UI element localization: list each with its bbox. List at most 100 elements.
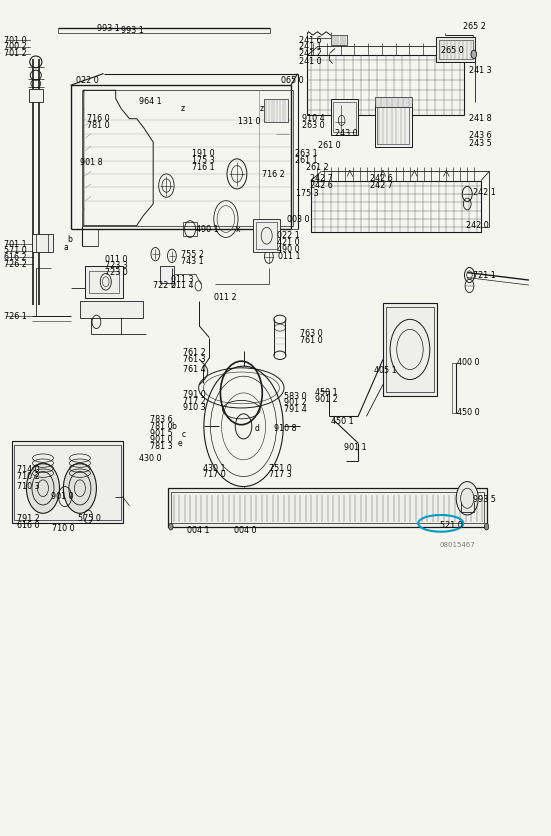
Circle shape: [471, 50, 477, 59]
Text: 243 0: 243 0: [335, 130, 358, 138]
Text: 710 2: 710 2: [17, 472, 39, 481]
Circle shape: [456, 482, 478, 515]
Text: 993 1: 993 1: [98, 24, 120, 33]
Text: 011 4: 011 4: [171, 282, 193, 290]
Text: 400 0: 400 0: [457, 359, 480, 367]
Text: 241 1: 241 1: [299, 43, 321, 51]
Text: 003 0: 003 0: [287, 215, 309, 223]
Text: 263 1: 263 1: [295, 150, 317, 158]
Circle shape: [169, 523, 173, 530]
Bar: [311, 181, 481, 232]
Text: 743 1: 743 1: [181, 257, 203, 266]
Text: 243 5: 243 5: [469, 140, 492, 148]
Bar: [253, 219, 280, 252]
Text: 242 1: 242 1: [473, 188, 495, 196]
Text: d: d: [255, 425, 260, 433]
Text: 521 0: 521 0: [440, 521, 462, 529]
Text: 261 1: 261 1: [295, 156, 317, 165]
Text: 022 1: 022 1: [277, 232, 299, 240]
Text: 011 1: 011 1: [278, 252, 301, 261]
Text: 791 4: 791 4: [284, 405, 306, 414]
Text: 022 0: 022 0: [76, 76, 99, 84]
Text: 993 1: 993 1: [121, 27, 144, 35]
Text: 721 1: 721 1: [473, 272, 495, 280]
Bar: [333, 102, 356, 132]
Text: 004 0: 004 0: [234, 527, 257, 535]
Text: 755 2: 755 2: [181, 251, 204, 259]
Text: 791 2: 791 2: [17, 514, 40, 522]
Text: b: b: [67, 235, 72, 243]
Bar: [89, 271, 119, 293]
Text: 241 6: 241 6: [299, 36, 321, 44]
Text: 901 2: 901 2: [315, 395, 338, 404]
Circle shape: [484, 523, 489, 530]
Text: 723 3: 723 3: [105, 262, 127, 270]
Text: 901 1: 901 1: [344, 443, 367, 451]
Text: 175 3: 175 3: [192, 156, 214, 165]
Text: 710 0: 710 0: [52, 524, 75, 533]
Bar: [439, 40, 473, 59]
Text: 717 3: 717 3: [269, 471, 291, 479]
Bar: [12, 441, 123, 523]
Text: 265 0: 265 0: [441, 46, 463, 54]
Text: a: a: [63, 243, 68, 252]
Text: 700 2: 700 2: [4, 43, 27, 51]
Bar: [264, 99, 288, 122]
Text: 717 0: 717 0: [203, 471, 225, 479]
Text: 241 8: 241 8: [469, 115, 492, 123]
Bar: [168, 488, 487, 527]
Text: 430 1: 430 1: [203, 464, 225, 472]
Text: 421 0: 421 0: [277, 238, 299, 247]
Text: c: c: [182, 431, 186, 439]
Text: 616 2: 616 2: [4, 253, 27, 262]
Bar: [256, 222, 277, 249]
Text: 761 3: 761 3: [183, 355, 206, 364]
Bar: [29, 89, 43, 102]
Bar: [375, 104, 412, 147]
Text: 242 6: 242 6: [310, 181, 332, 190]
Text: 714 0: 714 0: [17, 466, 39, 474]
Text: 004 1: 004 1: [187, 527, 210, 535]
Bar: [85, 266, 123, 298]
Text: 241 2: 241 2: [299, 49, 321, 58]
Bar: [386, 307, 434, 392]
Text: 716 1: 716 1: [192, 163, 214, 171]
Text: 191 0: 191 0: [192, 150, 214, 158]
Text: 175 3: 175 3: [296, 190, 319, 198]
Text: 726 1: 726 1: [4, 312, 27, 320]
Bar: [383, 303, 437, 396]
Text: 616 0: 616 0: [17, 521, 39, 529]
Text: z: z: [181, 104, 185, 113]
Text: 783 6: 783 6: [150, 415, 172, 424]
Text: 011 0: 011 0: [105, 255, 127, 263]
Text: 761 0: 761 0: [300, 336, 323, 344]
Text: 910 3: 910 3: [183, 404, 206, 412]
Text: 490 0: 490 0: [277, 245, 299, 253]
Text: 263 0: 263 0: [302, 121, 325, 130]
Text: 761 4: 761 4: [183, 365, 206, 374]
Text: 717 2: 717 2: [183, 397, 206, 405]
Bar: [171, 492, 484, 523]
Text: 901 0: 901 0: [51, 492, 73, 501]
Bar: [377, 107, 409, 144]
Text: 964 1: 964 1: [139, 97, 161, 105]
Circle shape: [63, 463, 96, 513]
Text: 901 5: 901 5: [150, 429, 172, 437]
Text: 243 6: 243 6: [469, 131, 492, 140]
Text: 993 5: 993 5: [473, 496, 496, 504]
Bar: [375, 97, 412, 107]
Text: 450 1: 450 1: [315, 389, 338, 397]
Bar: [80, 301, 143, 318]
Bar: [436, 37, 475, 62]
Text: 723 0: 723 0: [105, 268, 127, 277]
Text: 701 0: 701 0: [4, 36, 27, 44]
Text: 08015467: 08015467: [440, 542, 476, 548]
Text: 763 0: 763 0: [300, 329, 323, 338]
Text: 261 2: 261 2: [306, 163, 328, 171]
Circle shape: [26, 463, 60, 513]
Text: 242 7: 242 7: [310, 175, 333, 183]
Text: 710 3: 710 3: [17, 482, 39, 491]
Text: x: x: [236, 225, 240, 233]
Text: 716 0: 716 0: [87, 115, 110, 123]
Text: 791 0: 791 0: [183, 390, 206, 399]
